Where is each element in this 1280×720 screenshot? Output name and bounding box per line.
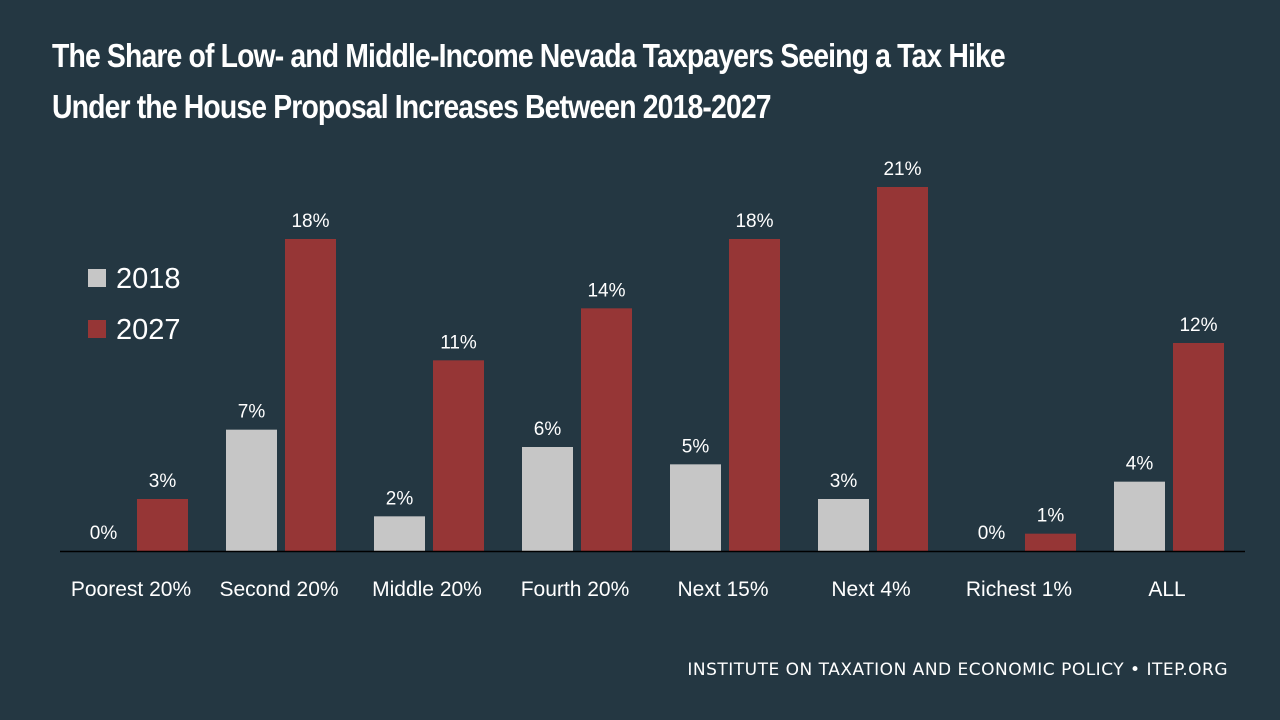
x-tick-label-poorest-20: Poorest 20%: [71, 578, 191, 601]
data-label-2018-all: 4%: [1126, 454, 1154, 475]
legend-label-2027: 2027: [116, 314, 181, 346]
legend-swatch-2027: [88, 320, 106, 338]
title-line-2: Under the House Proposal Increases Betwe…: [52, 88, 772, 125]
data-label-2018-second-20: 7%: [238, 402, 266, 423]
bar-2027-next-4: [877, 187, 928, 551]
data-label-2027-richest-1: 1%: [1037, 506, 1065, 527]
bar-2027-fourth-20: [581, 308, 632, 551]
x-tick-label-second-20: Second 20%: [219, 578, 338, 601]
x-tick-label-richest-1: Richest 1%: [966, 578, 1072, 601]
data-label-2027-middle-20: 11%: [440, 332, 477, 353]
legend-swatch-2018: [88, 269, 106, 287]
x-tick-label-all: ALL: [1148, 578, 1185, 601]
data-label-2027-next-4: 21%: [883, 159, 921, 180]
data-label-2027-next-15: 18%: [735, 211, 773, 232]
bar-2018-all: [1114, 481, 1165, 551]
bar-2018-next-4: [818, 499, 869, 551]
x-tick-label-fourth-20: Fourth 20%: [521, 578, 630, 601]
bar-2027-middle-20: [433, 360, 484, 551]
bar-2018-middle-20: [374, 516, 425, 551]
data-label-2027-fourth-20: 14%: [587, 280, 625, 301]
bar-2018-next-15: [670, 464, 721, 551]
data-label-2027-poorest-20: 3%: [149, 471, 177, 492]
legend-label-2018: 2018: [116, 263, 181, 295]
x-tick-label-middle-20: Middle 20%: [372, 578, 482, 601]
data-label-2018-middle-20: 2%: [386, 488, 414, 509]
source-footer: INSTITUTE ON TAXATION AND ECONOMIC POLIC…: [687, 660, 1228, 680]
data-label-2018-poorest-20: 0%: [90, 523, 118, 544]
x-tick-label-next-4: Next 4%: [831, 578, 910, 601]
data-label-2027-second-20: 18%: [291, 211, 329, 232]
data-label-2027-all: 12%: [1179, 315, 1217, 336]
bar-2027-next-15: [729, 239, 780, 551]
bar-2018-fourth-20: [522, 447, 573, 551]
bar-2027-richest-1: [1025, 533, 1076, 551]
bar-2027-all: [1173, 343, 1224, 551]
data-label-2018-next-15: 5%: [682, 436, 710, 457]
data-label-2018-next-4: 3%: [830, 471, 858, 492]
data-label-2018-fourth-20: 6%: [534, 419, 562, 440]
bar-2027-second-20: [285, 239, 336, 551]
bar-2027-poorest-20: [137, 499, 188, 551]
x-tick-label-next-15: Next 15%: [677, 578, 768, 601]
bar-2018-second-20: [226, 429, 277, 551]
data-label-2018-richest-1: 0%: [978, 523, 1006, 544]
title-line-1: The Share of Low- and Middle-Income Neva…: [52, 37, 1006, 74]
bar-chart: 0% 3% Poorest 20% 7% 18% Second 20% 2% 11% Middl…: [60, 159, 1245, 601]
chart-title: The Share of Low- and Middle-Income Neva…: [52, 30, 1067, 132]
